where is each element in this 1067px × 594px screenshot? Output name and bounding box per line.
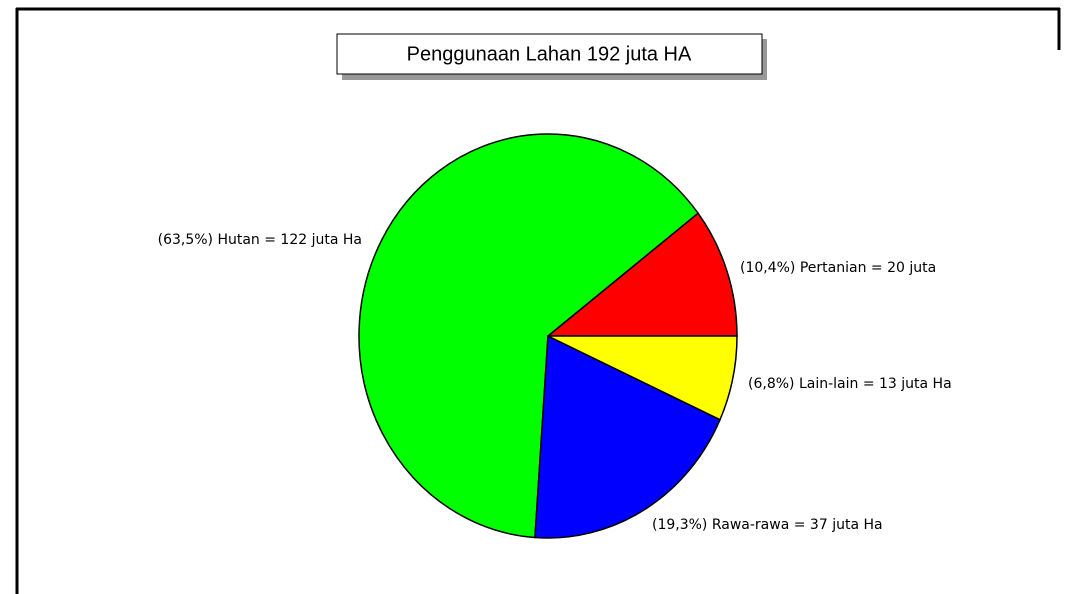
pie-slice xyxy=(547,335,738,421)
chart-title: Penggunaan Lahan 192 juta HA xyxy=(407,43,692,65)
slice-label: (19,3%) Rawa-rawa = 37 juta Ha xyxy=(652,517,883,533)
pie-slice xyxy=(534,334,721,539)
pie-slice xyxy=(545,212,738,337)
pie-slice xyxy=(358,133,700,539)
slice-label: (10,4%) Pertanian = 20 juta xyxy=(740,260,936,276)
slice-label: (63,5%) Hutan = 122 juta Ha xyxy=(158,232,362,248)
slice-label: (6,8%) Lain-lain = 13 juta Ha xyxy=(748,376,952,392)
title-box xyxy=(336,33,763,75)
